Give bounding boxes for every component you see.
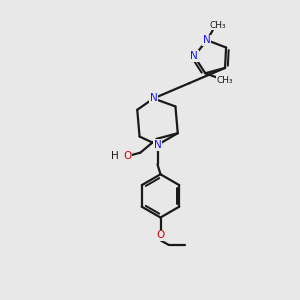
Text: H: H [111,151,119,161]
Text: CH₃: CH₃ [210,20,226,29]
Text: CH₃: CH₃ [217,76,233,85]
Text: O: O [156,230,165,240]
Text: N: N [203,35,211,45]
Text: O: O [123,151,131,161]
Text: N: N [190,51,198,61]
Text: N: N [150,94,157,103]
Text: N: N [154,140,161,150]
